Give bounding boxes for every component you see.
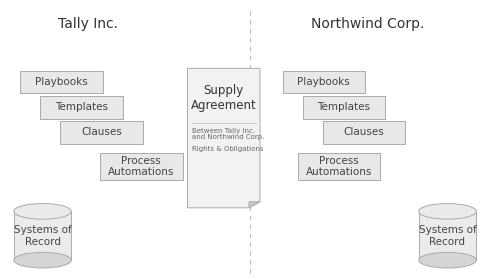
Text: Systems of
Record: Systems of Record [418,225,476,247]
Ellipse shape [14,252,72,268]
FancyBboxPatch shape [282,71,365,93]
Text: Playbooks: Playbooks [35,77,88,87]
Text: Clauses: Clauses [81,127,122,137]
Bar [419,211,476,260]
FancyBboxPatch shape [40,96,122,119]
FancyBboxPatch shape [60,121,142,144]
Text: Rights & Obligations: Rights & Obligations [192,146,263,152]
Ellipse shape [14,204,72,219]
Ellipse shape [419,252,476,268]
FancyBboxPatch shape [322,121,405,144]
Polygon shape [188,68,260,208]
Text: Systems of
Record: Systems of Record [14,225,72,247]
Text: Process
Automations: Process Automations [108,156,174,177]
Text: Clauses: Clauses [344,127,384,137]
FancyBboxPatch shape [302,96,385,119]
Text: Templates: Templates [318,102,370,112]
Text: Tally Inc.: Tally Inc. [58,17,118,31]
Text: Between Tally Inc.: Between Tally Inc. [192,128,254,134]
Ellipse shape [419,204,476,219]
Text: Playbooks: Playbooks [298,77,350,87]
Polygon shape [249,202,260,208]
FancyBboxPatch shape [20,71,102,93]
Text: Northwind Corp.: Northwind Corp. [311,17,424,31]
FancyBboxPatch shape [100,153,182,180]
FancyBboxPatch shape [298,153,380,180]
Text: Process
Automations: Process Automations [306,156,372,177]
Text: and Northwind Corp.: and Northwind Corp. [192,134,264,141]
Text: Supply
Agreement: Supply Agreement [191,84,256,112]
Text: Templates: Templates [55,102,108,112]
Bar [14,211,72,260]
